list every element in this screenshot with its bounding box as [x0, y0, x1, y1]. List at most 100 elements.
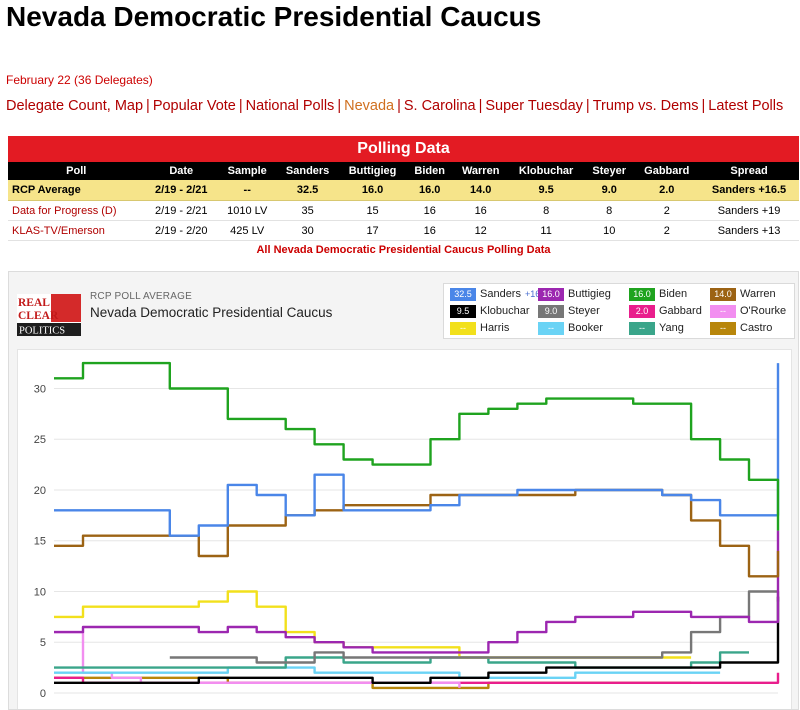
legend-swatch: 9.5 — [450, 305, 476, 318]
nav-separator: | — [143, 98, 153, 114]
legend-swatch: 16.0 — [538, 288, 564, 301]
legend-item[interactable]: 14.0 Warren — [710, 288, 776, 301]
table-cell: 2/19 - 2/21 — [145, 201, 219, 221]
legend-swatch: 16.0 — [629, 288, 655, 301]
column-header: Sanders — [276, 162, 338, 180]
legend-swatch: 9.0 — [538, 305, 564, 318]
column-header: Klobuchar — [508, 162, 584, 180]
nav-separator: | — [236, 98, 246, 114]
nav-link-national-polls[interactable]: National Polls — [246, 98, 335, 114]
nav-link-super-tuesday[interactable]: Super Tuesday — [485, 98, 583, 114]
legend-swatch: -- — [629, 322, 655, 335]
nav-link-trump-vs-dems[interactable]: Trump vs. Dems — [593, 98, 699, 114]
legend-item[interactable]: -- O'Rourke — [710, 305, 786, 318]
svg-text:POLITICS: POLITICS — [19, 326, 65, 337]
legend-swatch: 14.0 — [710, 288, 736, 301]
chart-title: Nevada Democratic Presidential Caucus — [90, 305, 332, 320]
polling-data-table: Polling Data Poll Date Sample Sanders Bu… — [8, 136, 799, 259]
column-header: Warren — [453, 162, 508, 180]
legend-item[interactable]: -- Castro — [710, 322, 772, 335]
all-polls-link[interactable]: All Nevada Democratic Presidential Caucu… — [8, 241, 799, 260]
y-tick-label: 5 — [40, 637, 46, 649]
legend-item[interactable]: 9.5 Klobuchar — [450, 305, 530, 318]
legend-label: Warren — [740, 288, 776, 300]
legend-item[interactable]: 16.0 Biden — [629, 288, 687, 301]
table-cell: 16 — [453, 201, 508, 221]
legend-swatch: 32.5 — [450, 288, 476, 301]
column-header: Buttigieg — [339, 162, 407, 180]
page-title: Nevada Democratic Presidential Caucus — [6, 0, 566, 38]
nav-link-popular-vote[interactable]: Popular Vote — [153, 98, 236, 114]
chart-panel: REAL CLEAR POLITICS RCP POLL AVERAGE Nev… — [8, 271, 799, 710]
y-tick-label: 15 — [34, 536, 46, 548]
series-line-booker — [54, 668, 720, 678]
poll-link[interactable]: Data for Progress (D) — [8, 201, 145, 221]
table-cell: 11 — [508, 221, 584, 241]
legend-item[interactable]: 16.0 Buttigieg — [538, 288, 611, 301]
table-cell: 2.0 — [634, 180, 699, 201]
table-cell: 17 — [339, 221, 407, 241]
table-row: KLAS-TV/Emerson 2/19 - 2/20 425 LV 30 17… — [8, 221, 799, 241]
table-cell: 2 — [634, 221, 699, 241]
poll-link[interactable]: KLAS-TV/Emerson — [8, 221, 145, 241]
y-tick-label: 30 — [34, 383, 46, 395]
legend-swatch: -- — [710, 322, 736, 335]
legend-item[interactable]: -- Yang — [629, 322, 684, 335]
chart-kicker: RCP POLL AVERAGE — [90, 291, 192, 302]
table-cell: Sanders +16.5 — [699, 180, 799, 201]
legend-swatch: 2.0 — [629, 305, 655, 318]
series-line-sanders — [54, 363, 778, 536]
legend-swatch: -- — [538, 322, 564, 335]
table-cell: 16 — [406, 221, 453, 241]
nav-separator: | — [699, 98, 709, 114]
column-header: Steyer — [584, 162, 635, 180]
chart-legend: 32.5 Sanders +16.5 16.0 Buttigieg 16.0 Biden 14… — [443, 283, 795, 339]
legend-item[interactable]: 9.0 Steyer — [538, 305, 600, 318]
series-line-warren — [54, 490, 778, 576]
table-caption: Polling Data — [8, 136, 799, 162]
table-cell: Sanders +13 — [699, 221, 799, 241]
column-header: Date — [145, 162, 219, 180]
legend-label: Steyer — [568, 305, 600, 317]
table-cell: 2 — [634, 201, 699, 221]
nav-separator: | — [394, 98, 404, 114]
table-cell: 1010 LV — [218, 201, 276, 221]
legend-item[interactable]: 32.5 Sanders +16.5 — [450, 288, 548, 301]
nav-link-nevada[interactable]: Nevada — [344, 98, 394, 114]
table-cell: 9.0 — [584, 180, 635, 201]
table-cell: 16.0 — [406, 180, 453, 201]
legend-item[interactable]: 2.0 Gabbard — [629, 305, 702, 318]
table-cell: Sanders +19 — [699, 201, 799, 221]
table-cell: 16 — [406, 201, 453, 221]
plot-area: 0 5 10 15 20 25 30 — [17, 349, 792, 710]
legend-label: Biden — [659, 288, 687, 300]
y-tick-label: 0 — [40, 688, 46, 700]
column-header: Biden — [406, 162, 453, 180]
y-tick-label: 10 — [34, 586, 46, 598]
table-cell: 8 — [584, 201, 635, 221]
nav-separator: | — [476, 98, 486, 114]
legend-item[interactable]: -- Booker — [538, 322, 603, 335]
legend-label: O'Rourke — [740, 305, 786, 317]
nav-link-latest-polls[interactable]: Latest Polls — [708, 98, 783, 114]
table-cell: 14.0 — [453, 180, 508, 201]
rcp-logo-mark: REAL CLEAR POLITICS — [17, 294, 81, 336]
table-cell: 12 — [453, 221, 508, 241]
series-line-yang — [54, 652, 749, 667]
nav-link-south-carolina[interactable]: S. Carolina — [404, 98, 476, 114]
column-header: Sample — [218, 162, 276, 180]
table-cell: 425 LV — [218, 221, 276, 241]
nav-link-delegate-count[interactable]: Delegate Count, Map — [6, 98, 143, 114]
rcp-average-row: RCP Average 2/19 - 2/21 -- 32.5 16.0 16.… — [8, 180, 799, 201]
column-header: Spread — [699, 162, 799, 180]
table-cell: 2/19 - 2/21 — [145, 180, 219, 201]
table-cell: 10 — [584, 221, 635, 241]
table-cell: 15 — [339, 201, 407, 221]
legend-swatch: -- — [710, 305, 736, 318]
legend-label: Yang — [659, 322, 684, 334]
legend-item[interactable]: -- Harris — [450, 322, 509, 335]
table-cell: RCP Average — [8, 180, 145, 201]
column-header: Gabbard — [634, 162, 699, 180]
rcp-logo: REAL CLEAR POLITICS — [17, 294, 81, 336]
table-cell: 9.5 — [508, 180, 584, 201]
